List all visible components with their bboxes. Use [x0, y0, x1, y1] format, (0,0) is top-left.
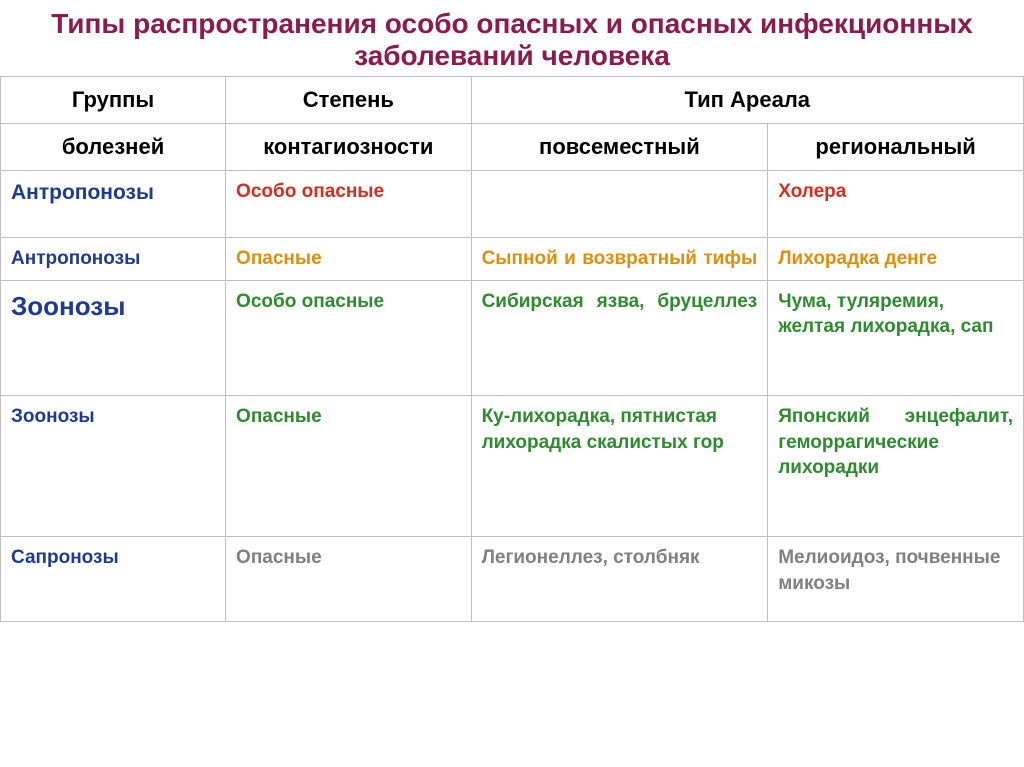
- cell-ubiq: [471, 170, 768, 237]
- cell-region: Лихорадка денге: [768, 238, 1024, 281]
- cell-ubiq: Сибирская язва, бруцеллез: [471, 280, 768, 395]
- table-row: ЗоонозыОсобо опасныеСибирская язва, бруц…: [1, 280, 1024, 395]
- hdr-areal-top: Тип Ареала: [471, 77, 1023, 124]
- cell-ubiq: Легионеллез, столбняк: [471, 536, 768, 621]
- header-row-2: болезней контагиозности повсеместный рег…: [1, 124, 1024, 171]
- cell-group: Зоонозы: [1, 280, 226, 395]
- cell-degree: Особо опасные: [226, 170, 472, 237]
- cell-degree: Опасные: [226, 536, 472, 621]
- table-row: АнтропонозыОпасныеСыпной и возвратный ти…: [1, 238, 1024, 281]
- cell-degree: Опасные: [226, 238, 472, 281]
- hdr-region: региональный: [768, 124, 1024, 171]
- cell-group: Зоонозы: [1, 396, 226, 537]
- slide-title: Типы распространения особо опасных и опа…: [0, 0, 1024, 76]
- hdr-degree-top: Степень: [226, 77, 472, 124]
- hdr-groups-top: Группы: [1, 77, 226, 124]
- cell-group: Антропонозы: [1, 170, 226, 237]
- cell-group: Сапронозы: [1, 536, 226, 621]
- cell-region: Чума, туляремия, желтая лихорадка, сап: [768, 280, 1024, 395]
- cell-ubiq: Ку-лихорадка, пятнистая лихорадка скалис…: [471, 396, 768, 537]
- header-row-1: Группы Степень Тип Ареала: [1, 77, 1024, 124]
- table-row: ЗоонозыОпасныеКу-лихорадка, пятнистая ли…: [1, 396, 1024, 537]
- slide: Типы распространения особо опасных и опа…: [0, 0, 1024, 767]
- hdr-ubiq: повсеместный: [471, 124, 768, 171]
- table-row: СапронозыОпасныеЛегионеллез, столбнякМел…: [1, 536, 1024, 621]
- disease-table: Группы Степень Тип Ареала болезней конта…: [0, 76, 1024, 622]
- cell-degree: Опасные: [226, 396, 472, 537]
- cell-degree: Особо опасные: [226, 280, 472, 395]
- cell-region: Мелиоидоз, почвенные микозы: [768, 536, 1024, 621]
- cell-region: Холера: [768, 170, 1024, 237]
- hdr-groups-bot: болезней: [1, 124, 226, 171]
- cell-ubiq: Сыпной и возвратный тифы: [471, 238, 768, 281]
- table-body: АнтропонозыОсобо опасныеХолераАнтропоноз…: [1, 170, 1024, 621]
- cell-group: Антропонозы: [1, 238, 226, 281]
- cell-region: Японский энцефалит, геморрагические лихо…: [768, 396, 1024, 537]
- hdr-degree-bot: контагиозности: [226, 124, 472, 171]
- table-row: АнтропонозыОсобо опасные Холера: [1, 170, 1024, 237]
